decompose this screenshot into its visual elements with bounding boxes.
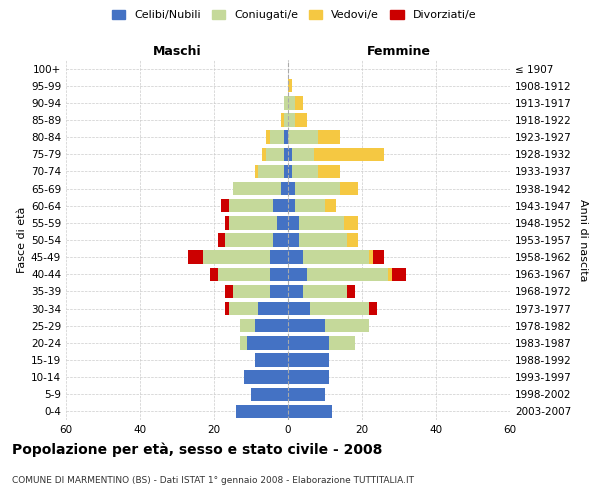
Bar xyxy=(281,114,284,126)
Bar xyxy=(288,234,299,246)
Bar xyxy=(295,199,325,212)
Bar xyxy=(288,354,329,366)
Bar xyxy=(329,336,355,349)
Bar xyxy=(229,199,273,212)
Bar xyxy=(288,182,295,196)
Bar xyxy=(314,148,384,161)
Bar xyxy=(295,114,307,126)
Bar xyxy=(325,199,336,212)
Bar xyxy=(281,182,288,196)
Bar xyxy=(284,96,288,110)
Bar xyxy=(288,79,292,92)
Bar xyxy=(310,302,370,316)
Bar xyxy=(210,268,218,281)
Bar xyxy=(288,284,303,298)
Bar xyxy=(273,199,288,212)
Bar xyxy=(288,370,329,384)
Text: Femmine: Femmine xyxy=(367,46,431,59)
Bar xyxy=(269,130,284,144)
Bar xyxy=(347,284,355,298)
Bar xyxy=(233,182,281,196)
Bar xyxy=(284,164,288,178)
Bar xyxy=(254,354,288,366)
Bar xyxy=(288,388,325,401)
Bar xyxy=(269,284,288,298)
Bar xyxy=(284,130,288,144)
Bar xyxy=(340,182,358,196)
Bar xyxy=(317,130,340,144)
Bar xyxy=(225,284,233,298)
Bar xyxy=(251,388,288,401)
Bar xyxy=(307,268,388,281)
Legend: Celibi/Nubili, Coniugati/e, Vedovi/e, Divorziati/e: Celibi/Nubili, Coniugati/e, Vedovi/e, Di… xyxy=(107,6,481,25)
Bar xyxy=(218,268,269,281)
Text: Maschi: Maschi xyxy=(152,46,202,59)
Bar xyxy=(295,96,303,110)
Bar xyxy=(388,268,392,281)
Bar xyxy=(259,164,284,178)
Bar xyxy=(236,404,288,418)
Bar xyxy=(203,250,269,264)
Y-axis label: Fasce di età: Fasce di età xyxy=(17,207,27,273)
Bar xyxy=(299,234,347,246)
Bar xyxy=(288,250,303,264)
Bar xyxy=(299,216,343,230)
Bar xyxy=(317,164,340,178)
Bar xyxy=(273,234,288,246)
Bar xyxy=(284,114,288,126)
Bar xyxy=(254,319,288,332)
Bar xyxy=(295,182,340,196)
Bar xyxy=(288,302,310,316)
Bar xyxy=(288,96,295,110)
Bar xyxy=(233,284,269,298)
Bar xyxy=(288,114,295,126)
Bar xyxy=(259,302,288,316)
Bar xyxy=(303,250,370,264)
Bar xyxy=(266,148,284,161)
Bar xyxy=(225,234,273,246)
Bar xyxy=(269,250,288,264)
Bar xyxy=(392,268,406,281)
Bar xyxy=(277,216,288,230)
Bar xyxy=(325,319,370,332)
Bar xyxy=(225,216,229,230)
Bar xyxy=(188,250,203,264)
Bar xyxy=(288,404,332,418)
Bar xyxy=(266,130,269,144)
Bar xyxy=(373,250,384,264)
Bar xyxy=(225,302,229,316)
Bar xyxy=(221,199,229,212)
Bar xyxy=(370,302,377,316)
Bar xyxy=(292,148,314,161)
Bar xyxy=(254,164,259,178)
Bar xyxy=(288,199,295,212)
Bar xyxy=(229,302,259,316)
Bar xyxy=(218,234,225,246)
Bar xyxy=(347,234,358,246)
Bar xyxy=(262,148,266,161)
Bar xyxy=(284,148,288,161)
Bar xyxy=(288,148,292,161)
Bar xyxy=(288,268,307,281)
Bar xyxy=(343,216,358,230)
Bar xyxy=(240,336,247,349)
Text: COMUNE DI MARMENTINO (BS) - Dati ISTAT 1° gennaio 2008 - Elaborazione TUTTITALIA: COMUNE DI MARMENTINO (BS) - Dati ISTAT 1… xyxy=(12,476,414,485)
Bar xyxy=(292,164,317,178)
Bar xyxy=(247,336,288,349)
Bar xyxy=(288,319,325,332)
Bar xyxy=(229,216,277,230)
Y-axis label: Anni di nascita: Anni di nascita xyxy=(578,198,588,281)
Bar xyxy=(240,319,254,332)
Bar xyxy=(288,130,317,144)
Bar xyxy=(288,336,329,349)
Bar xyxy=(370,250,373,264)
Bar xyxy=(288,216,299,230)
Text: Popolazione per età, sesso e stato civile - 2008: Popolazione per età, sesso e stato civil… xyxy=(12,442,382,457)
Bar xyxy=(303,284,347,298)
Bar xyxy=(288,164,292,178)
Bar xyxy=(244,370,288,384)
Bar xyxy=(269,268,288,281)
